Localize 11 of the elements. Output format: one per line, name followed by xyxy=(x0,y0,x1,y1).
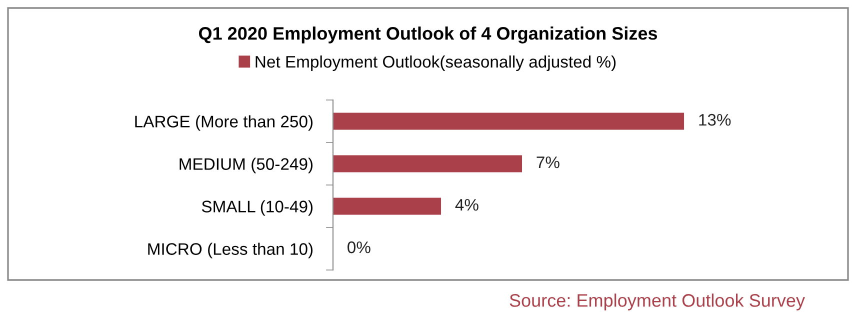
source-note: Source: Employment Outlook Survey xyxy=(510,294,805,310)
chart-title: Q1 2020 Employment Outlook of 4 Organization Sizes xyxy=(199,26,658,44)
data-label: 13% xyxy=(699,114,731,126)
y-tick-label: MICRO (Less than 10) xyxy=(148,242,313,258)
y-tick-label: MEDIUM (50-249) xyxy=(180,158,313,174)
data-label: 0% xyxy=(348,241,370,254)
y-tick-label: SMALL (10-49) xyxy=(202,200,313,216)
y-tick-label: LARGE (More than 250) xyxy=(135,115,313,131)
data-label: 7% xyxy=(536,156,560,168)
data-label: 4% xyxy=(455,198,478,211)
legend-label: Net Employment Outlook(seasonally adjusted %) xyxy=(256,55,616,71)
